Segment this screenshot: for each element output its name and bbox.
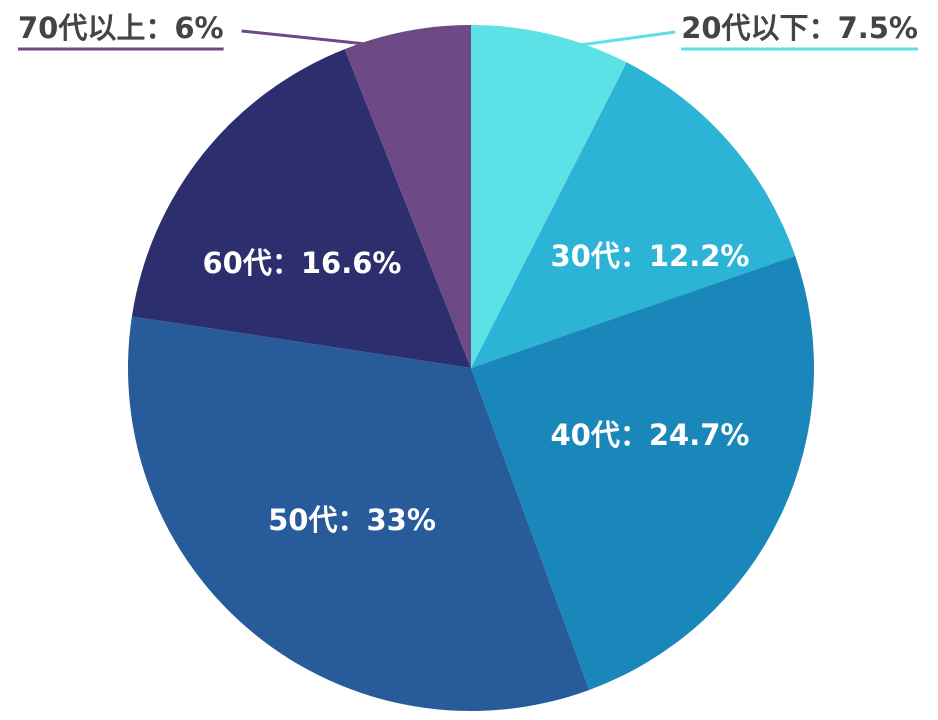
pie-slice <box>131 49 471 368</box>
label-separator: ： <box>337 503 366 537</box>
slice-category: 40代 <box>551 418 620 452</box>
slice-category: 50代 <box>268 503 337 537</box>
slice-label: 70代以上：6% <box>18 11 224 45</box>
slice-value-label: 33% <box>366 503 435 537</box>
pie-slice <box>344 25 471 368</box>
pie-slice <box>471 25 627 368</box>
slice-category: 30代 <box>551 239 620 273</box>
slice-label: 50代：33% <box>268 503 436 537</box>
slice-value-label: 6% <box>174 11 223 45</box>
leader-line <box>579 30 676 47</box>
label-separator: ： <box>145 11 174 45</box>
slice-value-label: 16.6% <box>301 246 402 280</box>
pie-slice <box>471 62 796 368</box>
slice-category: 70代以上 <box>18 11 145 45</box>
label-separator: ： <box>620 418 649 452</box>
label-separator: ： <box>809 11 838 45</box>
slice-label: 20代以下：7.5% <box>681 11 918 45</box>
pie-slice <box>127 316 590 712</box>
slice-label: 40代：24.7% <box>551 418 750 452</box>
slice-category: 60代 <box>203 246 272 280</box>
slice-label: 30代：12.2% <box>551 239 750 273</box>
pie-slice <box>471 255 814 690</box>
leader-line <box>241 29 367 46</box>
label-separator: ： <box>272 246 301 280</box>
slice-value-label: 12.2% <box>649 239 750 273</box>
slice-category: 20代以下 <box>681 11 808 45</box>
slice-value-label: 7.5% <box>838 11 918 45</box>
slice-value-label: 24.7% <box>649 418 750 452</box>
slice-label: 60代：16.6% <box>203 246 402 280</box>
label-separator: ： <box>620 239 649 273</box>
